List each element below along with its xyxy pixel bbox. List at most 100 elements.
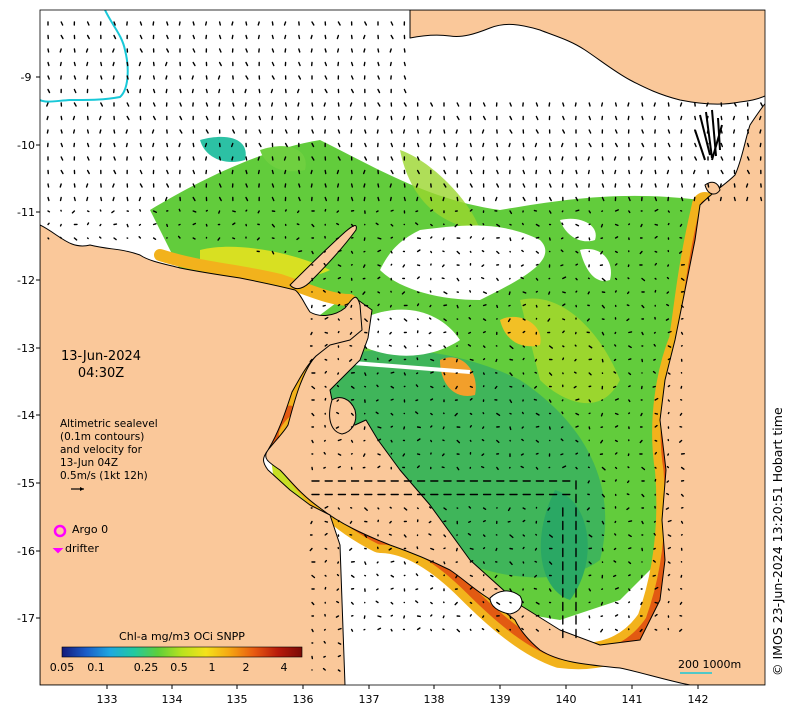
velocity-arrow xyxy=(575,236,579,239)
velocity-arrow xyxy=(628,561,632,565)
velocity-arrow xyxy=(496,183,500,188)
velocity-arrow xyxy=(337,372,340,375)
velocity-arrow xyxy=(350,196,354,202)
velocity-arrow xyxy=(430,425,433,428)
velocity-arrow xyxy=(389,183,392,188)
velocity-arrow xyxy=(138,75,142,80)
velocity-arrow xyxy=(561,411,564,415)
velocity-arrow xyxy=(693,196,696,202)
velocity-arrow xyxy=(377,426,382,429)
velocity-arrow xyxy=(653,115,656,121)
velocity-arrow xyxy=(441,264,445,268)
velocity-arrow xyxy=(310,183,313,188)
velocity-arrow xyxy=(614,533,617,536)
velocity-arrow xyxy=(138,223,142,226)
velocity-arrow xyxy=(469,236,472,239)
legend-line: Altimetric sealevel xyxy=(60,418,158,430)
velocity-arrow xyxy=(388,533,392,536)
colorbar xyxy=(61,646,303,658)
velocity-arrow xyxy=(494,385,498,390)
velocity-arrow xyxy=(390,21,394,26)
velocity-legend: Altimetric sealevel (0.1m contours) and … xyxy=(60,418,180,483)
velocity-arrow xyxy=(759,129,762,134)
velocity-arrow xyxy=(575,277,578,281)
velocity-arrow xyxy=(667,453,670,456)
velocity-arrow xyxy=(430,614,433,617)
velocity-arrow xyxy=(178,156,181,161)
velocity-arrow xyxy=(746,142,750,148)
velocity-arrow xyxy=(613,574,617,578)
velocity-arrow xyxy=(575,466,578,470)
velocity-arrow xyxy=(496,142,499,148)
velocity-arrow xyxy=(99,129,102,134)
velocity-arrow xyxy=(390,398,394,401)
velocity-arrow xyxy=(73,88,77,94)
velocity-arrow xyxy=(364,142,367,148)
wessel-islands xyxy=(289,225,357,290)
velocity-arrow xyxy=(192,196,196,202)
velocity-arrow xyxy=(336,588,340,591)
velocity-arrow xyxy=(507,318,511,323)
velocity-arrow xyxy=(311,385,316,390)
velocity-arrow xyxy=(522,330,526,334)
velocity-arrow xyxy=(653,343,656,347)
velocity-arrow xyxy=(310,331,313,336)
velocity-arrow xyxy=(482,547,486,550)
velocity-arrow xyxy=(271,169,274,175)
velocity-arrow xyxy=(628,399,631,403)
velocity-arrow xyxy=(693,183,696,188)
velocity-arrow xyxy=(47,88,51,94)
velocity-arrow xyxy=(60,156,64,161)
velocity-arrow xyxy=(218,61,222,67)
velocity-arrow xyxy=(138,196,142,202)
velocity-arrow xyxy=(628,223,631,226)
velocity-arrow xyxy=(311,574,316,579)
velocity-arrow xyxy=(562,115,565,121)
velocity-arrow xyxy=(375,210,379,213)
velocity-arrow xyxy=(402,115,406,121)
velocity-arrow xyxy=(428,115,432,121)
velocity-arrow xyxy=(521,627,524,631)
velocity-arrow xyxy=(232,88,235,94)
velocity-arrow xyxy=(469,371,474,374)
velocity-arrow xyxy=(614,614,619,617)
y-tick-label: -13 xyxy=(17,342,35,355)
velocity-arrow xyxy=(613,547,617,551)
velocity-arrow xyxy=(232,210,236,213)
velocity-arrow xyxy=(350,250,354,254)
velocity-arrow xyxy=(324,316,329,320)
velocity-arrow xyxy=(640,601,643,606)
velocity-arrow xyxy=(601,169,604,175)
velocity-arrow xyxy=(416,465,420,469)
velocity-arrow xyxy=(192,156,195,161)
velocity-arrow xyxy=(232,237,236,240)
velocity-arrow xyxy=(390,34,394,40)
velocity-arrow xyxy=(323,262,326,266)
velocity-arrow xyxy=(166,21,169,26)
velocity-arrow xyxy=(350,75,354,80)
velocity-arrow xyxy=(335,426,340,429)
velocity-arrow xyxy=(720,142,724,148)
x-tick-label: 135 xyxy=(227,693,248,706)
velocity-arrow xyxy=(496,223,501,228)
velocity-arrow xyxy=(562,303,566,307)
velocity-arrow xyxy=(362,264,366,268)
velocity-arrow xyxy=(349,520,353,524)
velocity-arrow xyxy=(588,588,592,592)
velocity-arrow xyxy=(680,493,684,497)
velocity-arrow xyxy=(258,129,262,134)
velocity-arrow xyxy=(309,358,313,363)
velocity-arrow xyxy=(667,546,671,550)
velocity-arrow xyxy=(100,196,103,202)
velocity-arrow xyxy=(139,156,143,161)
velocity-arrow xyxy=(337,156,341,161)
velocity-arrow xyxy=(336,399,340,402)
velocity-arrow xyxy=(443,561,446,565)
velocity-arrow xyxy=(430,628,433,632)
velocity-arrow xyxy=(179,102,182,107)
velocity-arrow xyxy=(403,237,406,241)
velocity-arrow xyxy=(574,344,577,347)
velocity-arrow xyxy=(454,412,458,417)
velocity-arrow xyxy=(641,102,644,107)
